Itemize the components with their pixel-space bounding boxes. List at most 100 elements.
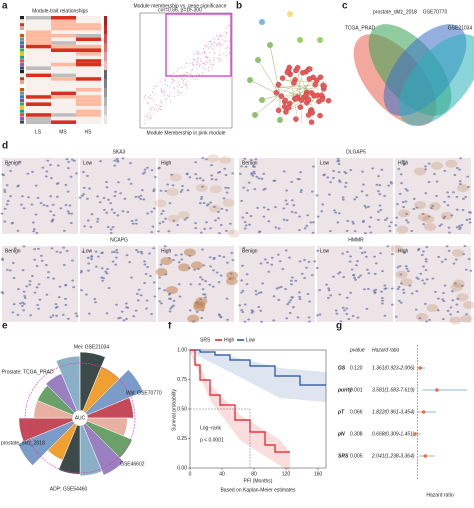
scatter-dot: [158, 109, 160, 111]
nucleus: [305, 266, 308, 269]
heatmap-cell: [26, 120, 51, 124]
nucleus: [134, 309, 138, 312]
image-label: Benign: [5, 248, 21, 254]
color-scale: [104, 52, 107, 61]
nucleus: [415, 290, 419, 293]
nucleus: [229, 272, 233, 275]
nucleus: [102, 197, 106, 200]
nucleus: [418, 317, 422, 320]
nucleus: [85, 293, 88, 296]
test-label: Log−rank: [200, 425, 221, 431]
scatter-dot: [198, 74, 200, 76]
nucleus: [158, 300, 162, 303]
nucleus: [277, 286, 281, 289]
nucleus: [114, 263, 118, 266]
nucleus: [415, 276, 419, 279]
nucleus: [250, 172, 254, 175]
nucleus: [329, 181, 333, 184]
nucleus: [70, 212, 74, 215]
nucleus: [306, 292, 310, 295]
heatmap-cell: [26, 106, 51, 110]
nucleus: [185, 172, 189, 175]
gene-label: SKA3: [113, 149, 126, 155]
scatter-dot: [160, 87, 162, 89]
nucleus: [210, 174, 214, 177]
heatmap-cell: [26, 19, 51, 24]
heatmap-cell: [26, 16, 51, 20]
heatmap-cell: [51, 102, 76, 106]
nucleus: [342, 275, 346, 278]
nucleus: [452, 191, 455, 194]
scatter-dot: [177, 95, 179, 97]
nucleus: [36, 303, 40, 306]
nucleus: [356, 260, 359, 263]
heatmap-cell: [26, 84, 51, 88]
nucleus: [193, 268, 197, 271]
scatter-dot: [213, 52, 215, 54]
scatter-dot: [186, 85, 188, 87]
scatter-dot: [181, 78, 183, 80]
nucleus: [327, 287, 331, 290]
nucleus: [252, 170, 256, 173]
nucleus: [202, 202, 206, 205]
nucleus: [434, 290, 437, 293]
nucleus: [387, 184, 391, 187]
nucleus: [452, 262, 456, 265]
nucleus: [139, 250, 143, 253]
scatter-dot: [149, 97, 151, 99]
nucleus: [347, 318, 351, 321]
nucleus: [204, 280, 207, 283]
scatter-dot: [208, 48, 210, 50]
nucleus: [336, 157, 340, 160]
scatter-dot: [208, 47, 210, 49]
nucleus: [427, 215, 431, 218]
scatter-dot: [143, 95, 145, 97]
nucleus: [119, 316, 122, 319]
nucleus: [368, 225, 372, 228]
scatter-dot: [224, 31, 226, 33]
nucleus: [286, 303, 290, 306]
nucleus: [208, 283, 212, 286]
nucleus: [462, 197, 465, 200]
heatmap-cell: [51, 80, 76, 85]
nucleus: [150, 313, 153, 316]
nucleus: [243, 157, 247, 160]
heatmap-cell: [26, 55, 51, 60]
edge: [284, 80, 328, 83]
module-swatch: [20, 59, 24, 63]
nucleus: [367, 272, 371, 275]
nucleus: [96, 220, 99, 223]
ihc-image: [317, 246, 393, 322]
set-label: GSE21034: [448, 25, 473, 31]
scatter-dot: [148, 112, 150, 114]
nucleus: [194, 301, 198, 304]
nucleus: [229, 222, 232, 225]
nucleus: [325, 283, 329, 286]
legend-label: High: [224, 337, 235, 343]
heatmap-cell: [76, 106, 101, 110]
nucleus: [421, 279, 424, 282]
nucleus: [423, 302, 427, 305]
nucleus: [294, 279, 298, 282]
scatter-dot: [195, 52, 197, 54]
nucleus: [332, 169, 335, 172]
nucleus: [267, 270, 271, 273]
nucleus: [379, 208, 383, 211]
ring: [24, 362, 136, 474]
nucleus: [45, 293, 49, 296]
nucleus: [422, 250, 425, 253]
nucleus: [385, 217, 389, 220]
scatter-dot: [208, 67, 210, 69]
nucleus: [345, 296, 349, 299]
nucleus: [241, 289, 245, 292]
nucleus: [115, 248, 119, 251]
color-scale: [104, 88, 107, 97]
nucleus: [158, 287, 161, 290]
nucleus: [49, 163, 52, 166]
nucleus: [50, 247, 54, 250]
nucleus: [391, 253, 394, 256]
nucleus: [107, 198, 110, 201]
heatmap-cell: [26, 41, 51, 45]
nucleus: [200, 197, 203, 200]
nucleus: [461, 208, 465, 211]
